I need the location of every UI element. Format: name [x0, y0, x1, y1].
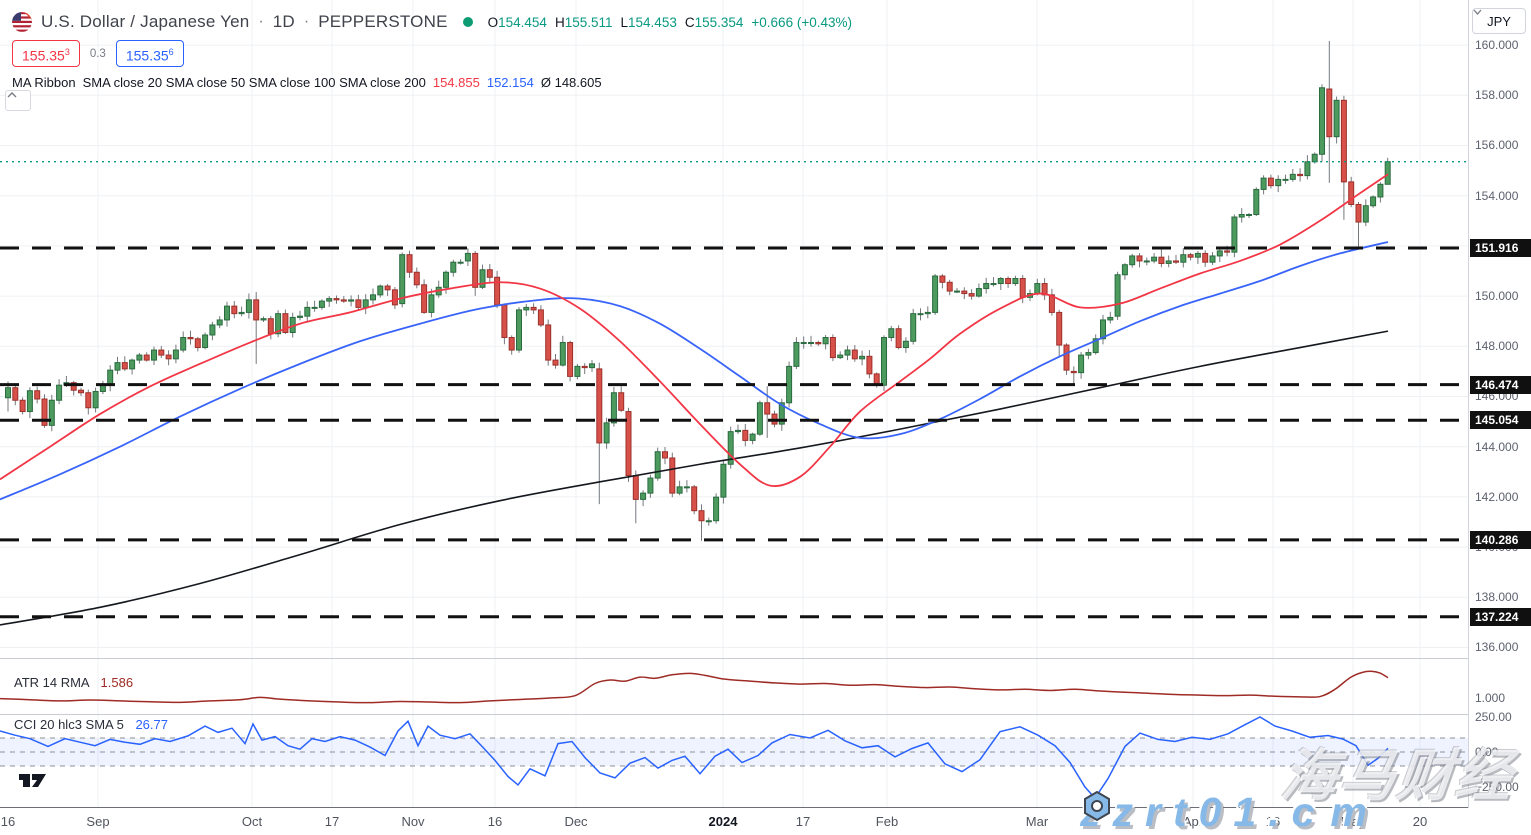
currency-selector[interactable]: JPY [1472, 8, 1526, 34]
atr-legend[interactable]: ATR 14 RMA 1.586 [14, 675, 133, 690]
price-level-badge: 140.286 [1470, 530, 1531, 549]
chevron-down-icon [1473, 9, 1482, 15]
title-separator: · [258, 13, 264, 30]
buy-button[interactable]: 155.356 [115, 39, 184, 68]
chart-legend: U.S. Dollar / Japanese Yen · 1D · PEPPER… [12, 10, 852, 90]
symbol-row: U.S. Dollar / Japanese Yen · 1D · PEPPER… [12, 10, 852, 34]
change-value: +0.666 (+0.43%) [751, 14, 852, 30]
time-tick-label: May [1340, 814, 1366, 829]
sma20-line [0, 173, 1389, 487]
price-tick-label: 156.000 [1475, 138, 1519, 153]
time-tick-label: 16 [487, 814, 503, 829]
indicator-params: SMA close 20 SMA close 50 SMA close 100 … [82, 75, 426, 90]
cci-title: CCI 20 hlc3 SMA 5 [14, 717, 124, 732]
price-tick-label: 150.000 [1475, 289, 1519, 304]
price-tick-label: 160.000 [1475, 38, 1519, 53]
ma-ribbon-legend[interactable]: MA Ribbon SMA close 20 SMA close 50 SMA … [12, 75, 852, 90]
time-tick-label: 17 [324, 814, 340, 829]
price-tick-label: 158.000 [1475, 88, 1519, 103]
bid-ask-row: 155.353 0.3 155.356 [12, 39, 852, 68]
time-tick-label: Nov [401, 814, 425, 829]
key-level-lines[interactable] [0, 246, 1468, 619]
currency-label: JPY [1487, 13, 1511, 29]
time-tick-label: 16 [1265, 814, 1281, 829]
high-label: H [554, 14, 565, 30]
price-level-badge: 151.916 [1470, 239, 1531, 257]
price-tick-label: 136.000 [1475, 640, 1519, 655]
close-label: C [684, 14, 695, 30]
price-tick-label: 148.000 [1475, 339, 1519, 354]
sell-button[interactable]: 155.353 [12, 39, 80, 68]
time-tick-label: 20 [1412, 814, 1428, 829]
low-value: 154.453 [628, 14, 677, 30]
sma50-line [0, 241, 1389, 501]
title-separator-2: · [303, 13, 310, 30]
ohlc-readout: O154.454 H155.511 L154.453 C155.354 +0.6… [488, 15, 852, 30]
atr-value: 1.586 [100, 675, 134, 690]
cci-legend[interactable]: CCI 20 hlc3 SMA 5 26.77 [14, 717, 168, 732]
open-label: O [487, 14, 499, 30]
price-tick-label: 138.000 [1475, 590, 1519, 605]
time-tick-label: 2024 [708, 814, 738, 829]
open-value: 154.454 [498, 14, 547, 30]
time-tick-label: Oct [241, 814, 263, 829]
time-tick-label: 16 [0, 814, 16, 829]
price-tick-label: 154.000 [1475, 188, 1519, 203]
cci-value: 26.77 [135, 717, 168, 732]
sma200-value: Ø 148.605 [540, 75, 602, 90]
close-value: 155.354 [694, 14, 744, 30]
sma20-value: 154.855 [432, 75, 480, 90]
price-level-badge: 137.224 [1470, 607, 1531, 626]
cci-tick-label: 250.00 [1475, 710, 1512, 724]
time-tick-label: 17 [795, 814, 811, 829]
time-tick-label: Feb [875, 814, 899, 829]
time-tick-label: Mar [1025, 814, 1049, 829]
time-tick-label: Apr [1182, 814, 1204, 829]
sma200-line [0, 330, 1389, 626]
atr-pane [0, 670, 1389, 704]
symbol-title[interactable]: U.S. Dollar / Japanese Yen [41, 12, 250, 31]
price-level-badge: 146.474 [1470, 375, 1531, 394]
market-status-dot[interactable] [462, 17, 473, 27]
atr-tick-label: 1.000 [1475, 691, 1506, 705]
sma50-value: 152.154 [486, 75, 534, 90]
cci-pane [0, 716, 1468, 800]
time-tick-label: Dec [564, 814, 588, 829]
price-level-badge: 145.054 [1470, 411, 1531, 430]
atr-title: ATR 14 RMA [14, 675, 89, 690]
ma-ribbon-lines [0, 173, 1389, 626]
indicator-name: MA Ribbon [12, 75, 76, 90]
us-flag-icon [12, 12, 32, 32]
price-tick-label: 144.000 [1475, 439, 1519, 454]
interval-label[interactable]: 1D [272, 12, 295, 31]
spread-value: 0.3 [89, 47, 106, 60]
low-label: L [620, 14, 629, 30]
grid [0, 0, 1468, 807]
cci-tick-label: −250.00 [1475, 780, 1519, 794]
time-tick-label: Sep [86, 814, 110, 829]
candles [5, 40, 1391, 541]
collapse-legend-button[interactable] [5, 90, 31, 111]
price-axis[interactable]: JPY 160.000 158.000 156.000 154.000 150.000 1… [1469, 0, 1531, 835]
cci-tick-label: 0.00 [1475, 745, 1499, 759]
exchange-label[interactable]: PEPPERSTONE [318, 12, 448, 31]
time-axis[interactable]: 16 Sep Oct 17 Nov 16 Dec 2024 17 Feb Mar Apr 16 May 20 [0, 808, 1531, 835]
atr-line [0, 670, 1389, 704]
price-tick-label: 142.000 [1475, 489, 1519, 504]
high-value: 155.511 [564, 14, 613, 30]
cci-line [0, 716, 1389, 800]
